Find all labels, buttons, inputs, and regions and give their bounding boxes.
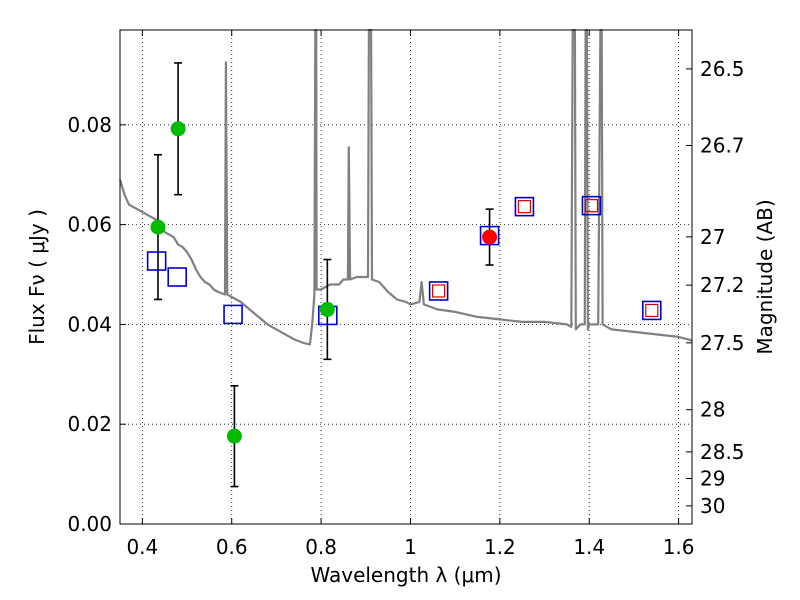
model-photometry-inner-square xyxy=(584,199,599,213)
y2-tick-label: 29 xyxy=(700,466,725,490)
y-tick-label: 0.08 xyxy=(67,113,112,137)
observed-point xyxy=(170,121,186,137)
y2-tick-label: 28 xyxy=(700,398,725,422)
error-bars xyxy=(153,62,494,488)
axis-ticks: 0.4 0.6 0.8 1 1.2 1.4 1.6 0.00 0.02 0.04 0.06 0.08 2… xyxy=(67,30,745,559)
model-photometry-square xyxy=(167,267,187,287)
y-tick-label: 0.04 xyxy=(67,312,112,336)
model-photometry-square xyxy=(479,225,500,246)
y2-tick-label: 27 xyxy=(700,225,725,249)
observed-point xyxy=(319,301,335,317)
data-points xyxy=(146,121,662,444)
y2-tick-label: 28.5 xyxy=(700,440,745,464)
sed-model-line xyxy=(118,28,693,346)
y-axis-title: Flux Fν ( μJy ) xyxy=(25,209,49,345)
x-tick-label: 1.6 xyxy=(663,535,695,559)
x-tick-label: 1.2 xyxy=(484,535,516,559)
x-axis-title: Wavelength λ (μm) xyxy=(310,563,501,587)
model-photometry-inner-square xyxy=(432,284,446,298)
x-tick-label: 0.6 xyxy=(216,535,248,559)
model-photometry-square xyxy=(428,281,449,301)
x-tick-label: 1.4 xyxy=(573,535,605,559)
model-photometry-square xyxy=(146,251,167,271)
x-tick-label: 0.4 xyxy=(126,535,158,559)
model-photometry-inner-square xyxy=(517,200,532,214)
y2-tick-label: 30 xyxy=(700,494,725,518)
x-tick-label: 1 xyxy=(404,535,417,559)
y2-tick-label: 26.7 xyxy=(700,133,745,157)
observed-point xyxy=(226,428,242,444)
y2-tick-label: 27.2 xyxy=(700,273,745,297)
y-tick-label: 0.06 xyxy=(67,213,112,237)
y-tick-label: 0.02 xyxy=(67,412,112,436)
observed-point xyxy=(150,219,166,235)
grid xyxy=(120,30,692,525)
model-photometry-inner-square xyxy=(645,303,659,318)
model-photometry-square xyxy=(514,196,535,217)
y-tick-label: 0.00 xyxy=(67,512,112,536)
y2-axis-title: Magnitude (AB) xyxy=(753,199,777,354)
model-photometry-square xyxy=(641,300,662,321)
x-tick-label: 0.8 xyxy=(305,535,337,559)
observed-point-highlight xyxy=(482,229,498,245)
sed-model xyxy=(118,28,693,346)
plot-frame xyxy=(119,29,693,525)
model-photometry-square xyxy=(223,304,243,325)
y2-tick-label: 26.5 xyxy=(700,57,745,81)
model-photometry-square xyxy=(581,195,602,216)
y2-tick-label: 27.5 xyxy=(700,331,745,355)
